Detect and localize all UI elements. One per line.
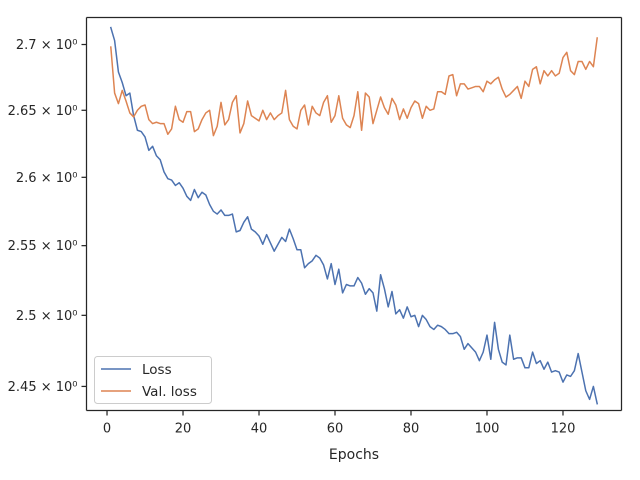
x-axis: 0 20 40 60 80 100 120 — [103, 410, 576, 437]
plot-background — [86, 17, 622, 411]
legend-label-val-loss: Val. loss — [142, 384, 197, 400]
series-line-val-loss — [110, 37, 599, 137]
x-tick-label: 80 — [403, 422, 420, 437]
x-tick-label: 20 — [175, 422, 192, 437]
y-tick-label: 2.5 × 10⁰ — [16, 309, 78, 324]
plot-frame — [85, 16, 623, 412]
y-tick-label: 2.6 × 10⁰ — [16, 171, 78, 186]
x-tick-label: 100 — [475, 422, 500, 437]
y-tick-label: 2.55 × 10⁰ — [8, 239, 78, 254]
x-tick-label: 60 — [327, 422, 344, 437]
legend-label-loss: Loss — [142, 362, 172, 378]
y-tick-label: 2.7 × 10⁰ — [16, 38, 78, 53]
x-tick-label: 0 — [103, 422, 111, 437]
y-tick-label: 2.65 × 10⁰ — [8, 104, 78, 119]
series-line-loss — [109, 26, 599, 405]
y-axis: 2.45 × 10⁰ 2.5 × 10⁰ 2.55 × 10⁰ 2.6 × 10⁰ 2.… — [8, 38, 87, 395]
series-layer — [109, 26, 599, 405]
x-axis-label: Epochs — [329, 447, 379, 463]
plot-area — [85, 16, 623, 412]
x-tick-label: 40 — [251, 422, 268, 437]
legend: Loss Val. loss — [94, 356, 212, 404]
x-tick-label: 120 — [551, 422, 576, 437]
y-tick-label: 2.45 × 10⁰ — [8, 380, 78, 395]
